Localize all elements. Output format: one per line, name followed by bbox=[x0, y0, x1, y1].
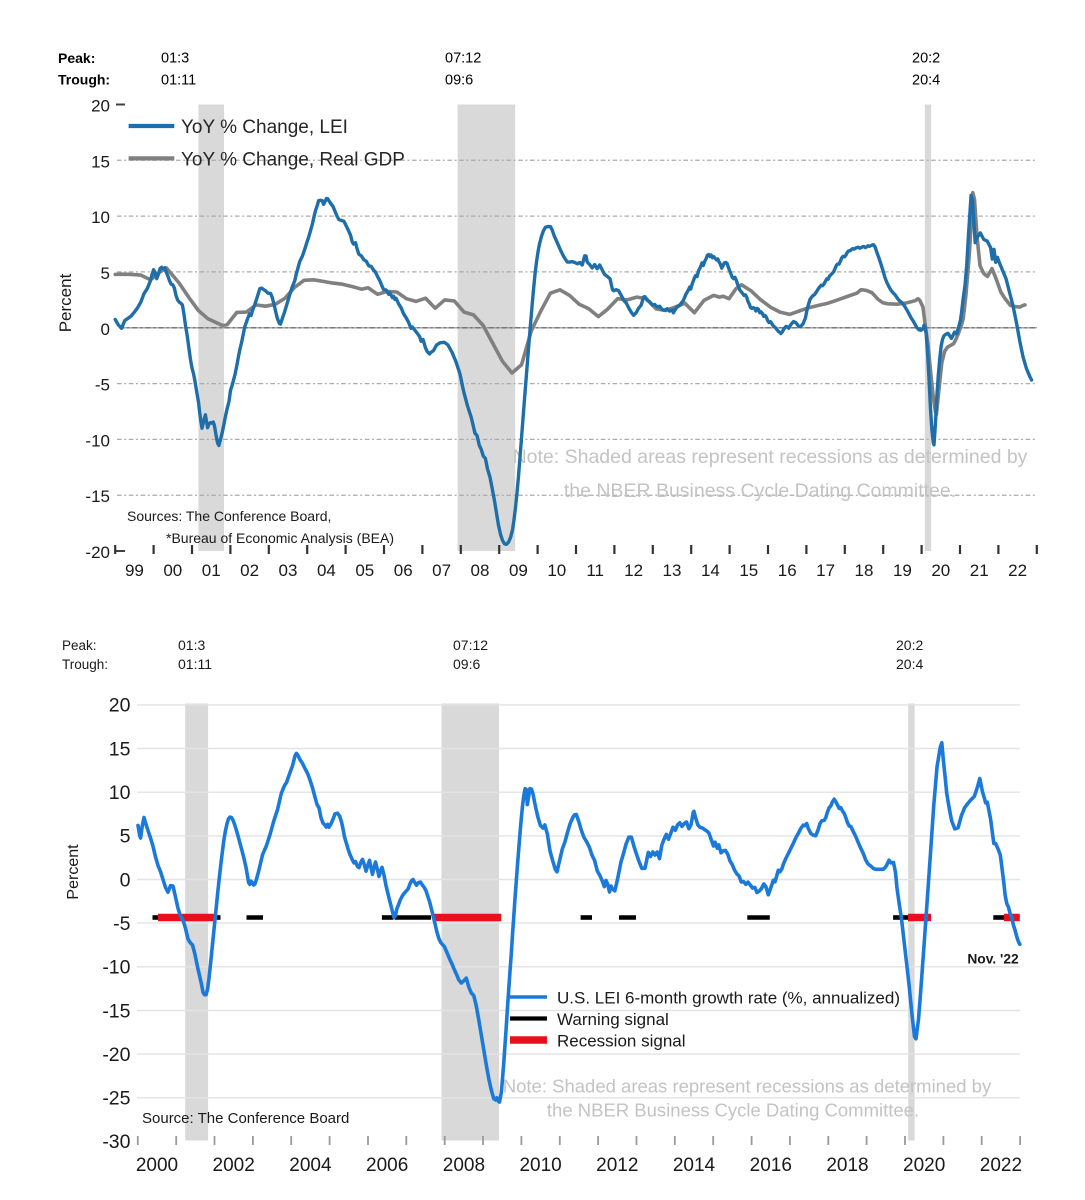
svg-text:05: 05 bbox=[355, 561, 374, 580]
svg-text:Source: The Conference Board: Source: The Conference Board bbox=[142, 1110, 349, 1127]
svg-text:-25: -25 bbox=[102, 1088, 130, 1110]
svg-text:10: 10 bbox=[91, 208, 110, 227]
svg-text:Percent: Percent bbox=[65, 844, 82, 900]
svg-text:07:12: 07:12 bbox=[453, 637, 488, 653]
svg-text:Note: Shaded areas represent r: Note: Shaded areas represent recessions … bbox=[513, 446, 1028, 468]
svg-text:01:3: 01:3 bbox=[161, 51, 189, 67]
svg-text:2022: 2022 bbox=[980, 1155, 1022, 1176]
svg-text:2014: 2014 bbox=[673, 1155, 716, 1176]
svg-text:20:2: 20:2 bbox=[912, 51, 940, 67]
svg-text:21: 21 bbox=[970, 561, 989, 580]
svg-text:14: 14 bbox=[701, 561, 720, 580]
svg-text:20: 20 bbox=[931, 561, 950, 580]
svg-text:Trough:: Trough: bbox=[62, 657, 108, 672]
svg-text:Percent: Percent bbox=[56, 273, 75, 332]
svg-text:-15: -15 bbox=[102, 1000, 130, 1022]
svg-text:09:6: 09:6 bbox=[445, 73, 473, 89]
svg-text:07: 07 bbox=[432, 561, 451, 580]
svg-text:the NBER Business Cycle Dating: the NBER Business Cycle Dating Committee… bbox=[547, 1100, 919, 1121]
svg-text:-20: -20 bbox=[85, 543, 110, 562]
svg-text:01:11: 01:11 bbox=[161, 73, 196, 89]
svg-text:09:6: 09:6 bbox=[453, 656, 480, 672]
svg-text:2020: 2020 bbox=[903, 1155, 945, 1176]
svg-text:15: 15 bbox=[109, 738, 131, 760]
svg-text:2002: 2002 bbox=[213, 1155, 255, 1176]
svg-text:02: 02 bbox=[240, 561, 259, 580]
svg-text:04: 04 bbox=[317, 561, 336, 580]
svg-text:2010: 2010 bbox=[519, 1155, 561, 1176]
svg-text:YoY % Change, LEI: YoY % Change, LEI bbox=[181, 117, 348, 138]
svg-text:03: 03 bbox=[279, 561, 298, 580]
svg-text:Recession signal: Recession signal bbox=[557, 1032, 686, 1051]
svg-text:Trough:: Trough: bbox=[58, 72, 110, 88]
svg-text:-10: -10 bbox=[85, 431, 110, 450]
svg-text:2006: 2006 bbox=[366, 1155, 408, 1176]
svg-text:*Bureau of Economic Analysis (: *Bureau of Economic Analysis (BEA) bbox=[166, 530, 394, 546]
svg-text:13: 13 bbox=[663, 561, 682, 580]
svg-text:2004: 2004 bbox=[289, 1155, 332, 1176]
svg-text:20: 20 bbox=[109, 695, 131, 717]
svg-text:2016: 2016 bbox=[750, 1155, 792, 1176]
svg-text:-5: -5 bbox=[113, 913, 130, 935]
svg-text:YoY % Change, Real GDP: YoY % Change, Real GDP bbox=[181, 150, 405, 171]
svg-text:2012: 2012 bbox=[596, 1155, 638, 1176]
svg-text:-15: -15 bbox=[85, 487, 110, 506]
svg-text:20: 20 bbox=[91, 97, 110, 116]
svg-text:0: 0 bbox=[120, 869, 131, 891]
svg-text:Warning signal: Warning signal bbox=[557, 1010, 669, 1029]
svg-text:2000: 2000 bbox=[136, 1155, 178, 1176]
svg-text:07:12: 07:12 bbox=[445, 51, 481, 67]
svg-text:00: 00 bbox=[163, 561, 182, 580]
svg-text:-5: -5 bbox=[95, 376, 110, 395]
svg-text:-30: -30 bbox=[102, 1131, 130, 1153]
svg-text:-20: -20 bbox=[102, 1044, 130, 1066]
svg-text:16: 16 bbox=[778, 561, 797, 580]
svg-text:22: 22 bbox=[1008, 561, 1027, 580]
svg-text:99: 99 bbox=[125, 561, 144, 580]
svg-text:01: 01 bbox=[202, 561, 221, 580]
svg-text:06: 06 bbox=[394, 561, 413, 580]
svg-text:U.S. LEI 6-month growth rate (: U.S. LEI 6-month growth rate (%, annuali… bbox=[557, 989, 900, 1008]
svg-text:10: 10 bbox=[109, 782, 131, 804]
svg-text:Nov. '22: Nov. '22 bbox=[967, 952, 1019, 967]
svg-text:2008: 2008 bbox=[443, 1155, 485, 1176]
svg-text:5: 5 bbox=[101, 264, 110, 283]
svg-text:the NBER Business Cycle Dating: the NBER Business Cycle Dating Committee… bbox=[564, 480, 956, 502]
svg-text:11: 11 bbox=[586, 561, 604, 580]
svg-text:17: 17 bbox=[816, 561, 835, 580]
svg-text:09: 09 bbox=[509, 561, 528, 580]
svg-text:19: 19 bbox=[893, 561, 912, 580]
svg-text:Peak:: Peak: bbox=[58, 50, 95, 66]
svg-text:-10: -10 bbox=[102, 957, 130, 979]
svg-text:5: 5 bbox=[120, 826, 131, 848]
svg-text:20:4: 20:4 bbox=[896, 656, 923, 672]
svg-text:01:3: 01:3 bbox=[178, 637, 205, 653]
svg-text:08: 08 bbox=[471, 561, 490, 580]
svg-text:0: 0 bbox=[101, 320, 110, 339]
svg-text:20:4: 20:4 bbox=[912, 73, 940, 89]
svg-text:15: 15 bbox=[91, 152, 110, 171]
svg-text:Peak:: Peak: bbox=[62, 638, 97, 653]
svg-text:20:2: 20:2 bbox=[896, 637, 923, 653]
svg-text:10: 10 bbox=[547, 561, 566, 580]
svg-text:18: 18 bbox=[855, 561, 874, 580]
svg-text:15: 15 bbox=[739, 561, 758, 580]
svg-text:01:11: 01:11 bbox=[178, 656, 212, 672]
svg-text:12: 12 bbox=[624, 561, 643, 580]
svg-text:Note: Shaded areas represent r: Note: Shaded areas represent recessions … bbox=[503, 1076, 992, 1097]
svg-text:2018: 2018 bbox=[826, 1155, 868, 1176]
svg-text:Sources: The Conference Board,: Sources: The Conference Board, bbox=[127, 508, 331, 524]
